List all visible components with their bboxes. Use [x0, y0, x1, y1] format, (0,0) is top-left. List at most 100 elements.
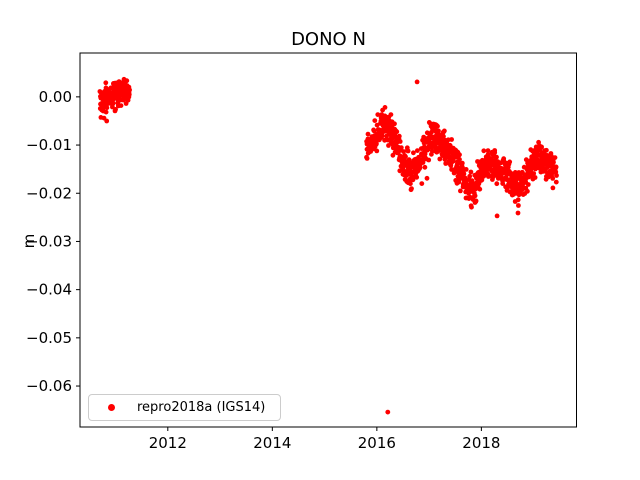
outlier-data-point	[494, 213, 500, 219]
axes-frame	[79, 52, 577, 428]
data-point	[394, 129, 400, 135]
data-point	[126, 92, 132, 97]
data-point	[553, 179, 559, 185]
legend-label: repro2018a (IGS14)	[137, 399, 266, 415]
data-point	[385, 137, 390, 143]
data-point	[110, 100, 116, 106]
data-point	[507, 159, 513, 165]
data-point	[457, 157, 462, 162]
data-point	[485, 148, 491, 154]
data-point	[450, 158, 456, 164]
data-point	[551, 159, 556, 165]
x-tick-label: 2014	[253, 434, 291, 452]
data-point	[532, 175, 538, 180]
data-point	[494, 154, 499, 160]
data-point	[469, 178, 475, 184]
data-point	[459, 160, 465, 166]
data-point	[479, 177, 485, 183]
data-point	[397, 139, 403, 144]
data-point	[392, 133, 398, 138]
data-point	[449, 137, 454, 142]
data-point	[365, 131, 371, 137]
data-point	[554, 173, 559, 178]
data-point	[539, 144, 544, 150]
data-point	[379, 133, 385, 139]
data-point	[436, 128, 441, 134]
data-point	[118, 103, 124, 108]
data-point	[372, 118, 378, 123]
outlier-data-point	[469, 204, 474, 210]
y-tick-label: −0.01	[26, 136, 72, 154]
outlier-data-point	[414, 79, 420, 85]
data-point	[552, 155, 558, 161]
data-point	[441, 134, 446, 139]
data-point	[415, 148, 420, 154]
data-point	[481, 148, 487, 154]
data-point	[467, 173, 473, 179]
data-point	[374, 141, 379, 147]
data-point	[103, 109, 109, 115]
legend: repro2018a (IGS14)	[88, 394, 281, 421]
data-point	[515, 197, 521, 203]
x-tick-label: 2012	[149, 434, 187, 452]
data-point	[494, 181, 500, 187]
data-point	[550, 185, 556, 191]
data-point	[398, 145, 404, 151]
data-point	[472, 193, 478, 199]
data-point	[550, 176, 556, 181]
data-point	[442, 128, 447, 134]
data-point	[414, 174, 420, 180]
y-tick-label: −0.06	[26, 377, 72, 395]
data-point	[458, 188, 463, 194]
outlier-data-point	[419, 181, 425, 187]
data-point	[388, 112, 394, 117]
data-point	[127, 87, 132, 93]
data-point	[477, 186, 483, 192]
data-point	[426, 157, 432, 163]
data-point	[420, 160, 426, 165]
data-point	[531, 171, 537, 176]
chart-title: DONO N	[291, 29, 366, 50]
data-point	[403, 154, 408, 160]
data-point	[473, 198, 479, 204]
data-point	[437, 156, 443, 162]
y-tick-label: −0.02	[26, 184, 72, 202]
outlier-data-point	[385, 409, 391, 415]
data-point	[553, 164, 559, 170]
outlier-data-point	[515, 210, 521, 216]
data-point	[374, 148, 380, 154]
data-point	[525, 182, 531, 187]
outlier-data-point	[104, 118, 110, 124]
data-point	[410, 177, 416, 183]
data-point	[408, 181, 413, 187]
data-point	[375, 112, 381, 117]
data-point	[435, 123, 440, 129]
data-point	[492, 148, 498, 153]
data-point	[104, 105, 110, 111]
data-point	[401, 149, 406, 154]
data-point	[417, 165, 423, 171]
data-point	[468, 169, 474, 175]
y-tick-label: −0.03	[26, 232, 72, 250]
data-point	[103, 80, 109, 86]
data-point	[422, 164, 428, 170]
y-tick-label: 0.00	[39, 88, 72, 106]
data-point	[461, 171, 467, 177]
data-point	[382, 105, 388, 110]
data-point	[463, 167, 469, 172]
data-point	[462, 175, 468, 181]
data-point	[405, 148, 411, 154]
data-point	[113, 107, 118, 112]
data-point	[371, 128, 377, 134]
data-point	[457, 152, 462, 158]
data-point	[409, 186, 414, 192]
data-point	[396, 133, 402, 139]
data-point	[364, 156, 370, 161]
data-point	[411, 150, 416, 156]
data-point	[124, 78, 130, 84]
data-point	[516, 203, 521, 208]
data-point	[392, 121, 397, 127]
outlier-data-point	[424, 175, 430, 181]
